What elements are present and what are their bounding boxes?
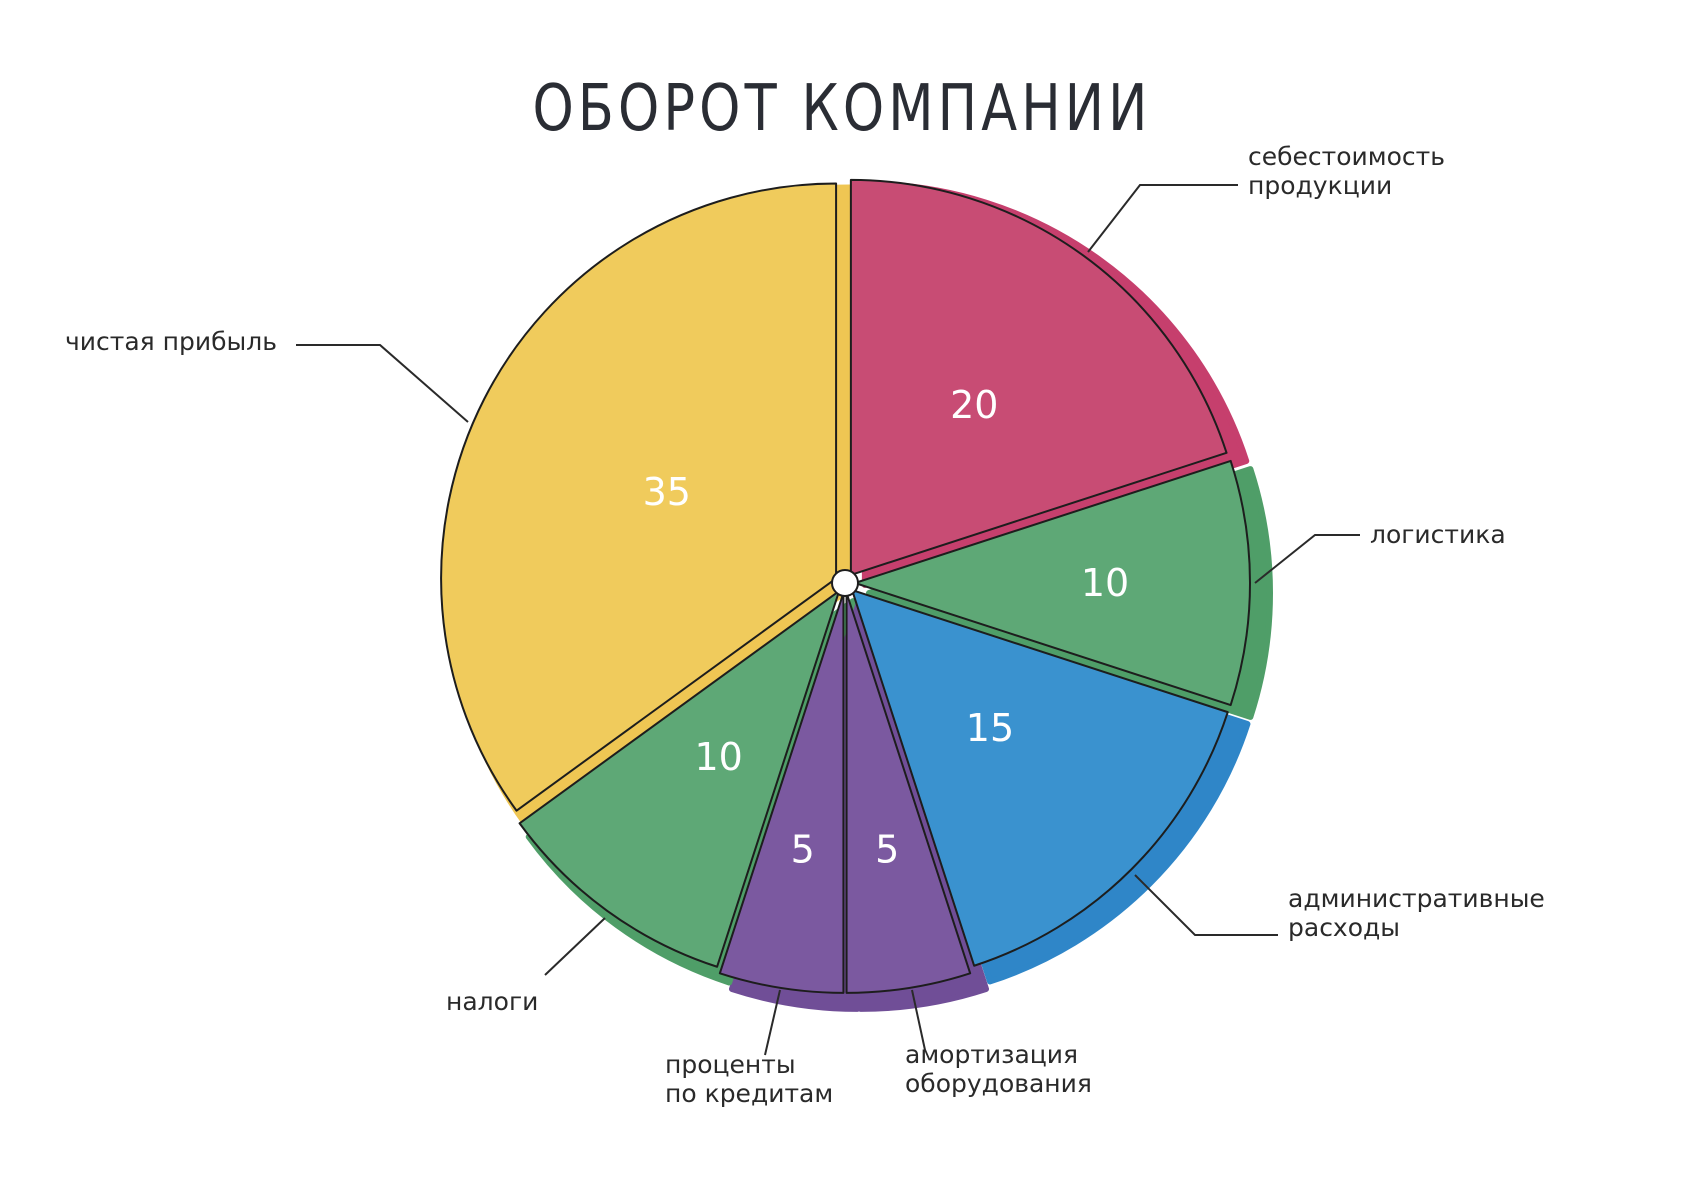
leader-line <box>296 344 469 423</box>
center-hub <box>831 569 859 597</box>
value-labels: 20 10 15 5 5 10 35 <box>643 383 1130 872</box>
slice-category-label-line: расходы <box>1288 913 1400 942</box>
slice-category-label-line: проценты <box>665 1050 796 1079</box>
slice-category-label-line: амортизация <box>905 1040 1078 1069</box>
category-labels: себестоимость продукции логистика администр… <box>65 142 1545 1108</box>
slice-category-label-line: логистика <box>1370 520 1506 549</box>
slice-value-label: 35 <box>643 470 691 514</box>
slice-value-label: 10 <box>694 735 742 779</box>
pie-slice-3 <box>845 591 972 994</box>
leader-line <box>1254 534 1360 584</box>
pie-slice-1 <box>854 459 1251 707</box>
slice-category-label: логистика <box>1370 520 1506 549</box>
slice-category-label: амортизация оборудования <box>905 1040 1092 1098</box>
pie-slice-2 <box>851 589 1229 967</box>
slice-category-label-line: административные <box>1288 884 1545 913</box>
slice-category-label: себестоимость продукции <box>1248 142 1445 200</box>
slices <box>440 178 1251 994</box>
slice-category-label-line: продукции <box>1248 171 1392 200</box>
center-hub-circle <box>831 569 859 597</box>
slice-category-label: чистая прибыль <box>65 327 277 356</box>
slice-category-label: налоги <box>446 987 538 1016</box>
pie-slice-5 <box>518 590 841 968</box>
slice-value-label: 10 <box>1081 561 1129 605</box>
pie-slice-0 <box>849 178 1228 576</box>
pie-slice-6 <box>440 182 838 812</box>
slice-value-label: 5 <box>875 828 899 872</box>
chart-title: ОБОРОТ КОМПАНИИ <box>532 72 1152 146</box>
slice-value-label: 5 <box>791 828 815 872</box>
leader-line <box>1134 874 1278 936</box>
leader-lines <box>296 184 1360 1056</box>
slice-value-label: 15 <box>966 706 1014 750</box>
leader-line <box>911 989 926 1051</box>
slice-category-label-line: по кредитам <box>665 1079 833 1108</box>
slice-category-label-line: чистая прибыль <box>65 327 277 356</box>
slice-value-label: 20 <box>950 383 998 427</box>
slice-category-label: проценты по кредитам <box>665 1050 833 1108</box>
leader-line <box>1087 184 1238 253</box>
slice-category-label-line: оборудования <box>905 1069 1092 1098</box>
slice-category-label-line: себестоимость <box>1248 142 1445 171</box>
pie-slice-4 <box>718 591 845 994</box>
leader-line <box>544 917 606 976</box>
slice-category-label: административные расходы <box>1288 884 1545 942</box>
leader-line <box>764 989 781 1056</box>
slice-category-label-line: налоги <box>446 987 538 1016</box>
